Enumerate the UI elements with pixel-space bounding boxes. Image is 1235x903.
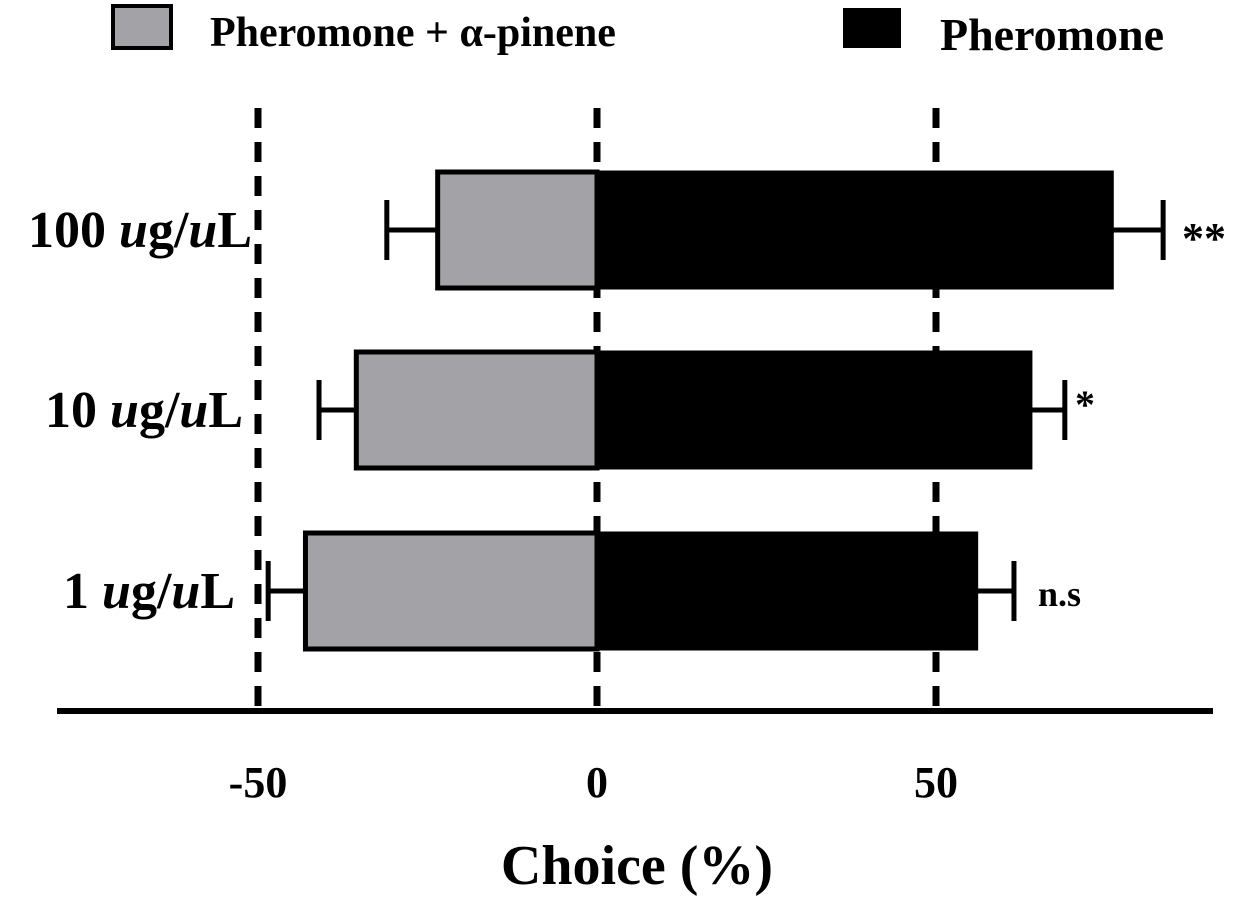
bar-pheromone — [595, 531, 979, 651]
significance-label: ** — [1182, 214, 1226, 263]
legend-swatch-pheromone-pinene — [111, 4, 173, 50]
bars — [302, 169, 1114, 652]
legend-label-pheromone: Pheromone — [940, 9, 1164, 60]
category-label: 1 ug/uL — [63, 563, 235, 620]
category-label: 100 ug/uL — [28, 202, 252, 259]
significance-labels: ***n.s — [1038, 214, 1226, 614]
legend-label-pheromone-pinene: Pheromone + α-pinene — [210, 10, 616, 56]
bar-pheromone-pinene — [435, 169, 600, 291]
significance-label: n.s — [1038, 574, 1081, 614]
bar-pheromone — [595, 170, 1114, 290]
x-tick-label: 50 — [914, 758, 958, 807]
legend: Pheromone + α-pinene Pheromone — [111, 4, 1164, 60]
bar-pheromone — [595, 350, 1033, 470]
x-axis-title: Choice (%) — [501, 835, 773, 897]
bar-pheromone-pinene — [353, 349, 600, 471]
significance-label: * — [1075, 382, 1095, 427]
x-tick-labels: -50 0 50 — [229, 758, 958, 807]
category-labels: 100 ug/uL 10 ug/uL 1 ug/uL — [28, 202, 252, 620]
x-tick-label: -50 — [229, 758, 288, 807]
error-bars — [265, 200, 1166, 621]
legend-swatch-pheromone — [843, 8, 901, 48]
category-label: 10 ug/uL — [45, 382, 243, 439]
bar-pheromone-pinene — [302, 530, 600, 652]
x-tick-label: 0 — [586, 758, 608, 807]
